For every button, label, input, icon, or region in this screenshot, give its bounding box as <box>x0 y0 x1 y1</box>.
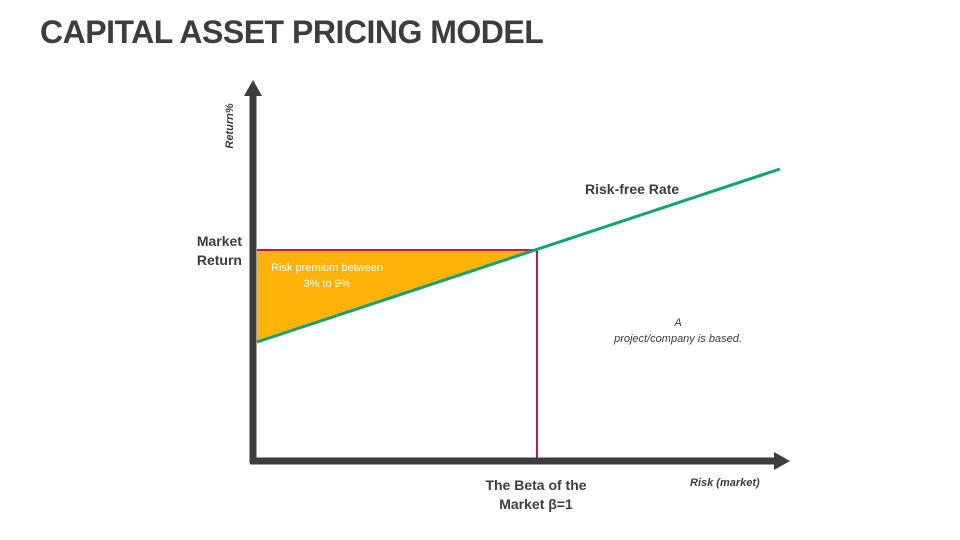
project-note: A project/company is based. <box>590 315 766 347</box>
x-axis-arrow-icon <box>774 452 790 470</box>
project-note-line1: A <box>674 317 682 329</box>
x-axis-label: Risk (market) <box>690 477 760 489</box>
risk-premium-label: Risk premium between 3% to 9% <box>271 262 383 290</box>
project-note-line2: project/company is based. <box>614 333 742 345</box>
y-axis-arrow-icon <box>244 80 262 96</box>
y-axis-label: Return% <box>224 103 236 149</box>
risk-free-rate-label: Risk-free Rate <box>585 181 680 197</box>
market-return-label: Market Return <box>196 233 242 268</box>
beta-label: The Beta of the Market β=1 <box>485 477 587 512</box>
risk-free-rate-line <box>256 167 781 344</box>
page-title: CAPITAL ASSET PRICING MODEL <box>40 14 544 50</box>
